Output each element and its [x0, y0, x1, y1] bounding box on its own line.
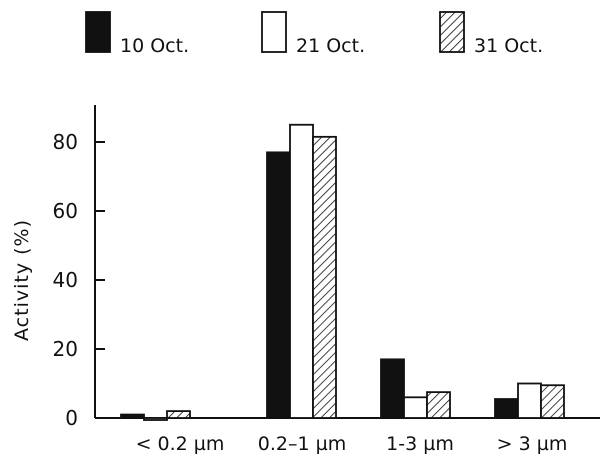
legend-label-1: 10 Oct. [120, 35, 189, 57]
bar-3-1 [166, 410, 191, 419]
bar-1-4 [494, 398, 519, 419]
x-category-label: 1-3 µm [386, 433, 454, 455]
x-category-label: 0.2–1 µm [258, 433, 346, 455]
y-tick-label: 40 [53, 268, 78, 292]
bars [120, 123, 565, 421]
legend-label-3: 31 Oct. [474, 35, 543, 57]
bar-2-3 [403, 396, 428, 419]
legend-label-2: 21 Oct. [296, 35, 365, 57]
legend-swatch-1 [85, 11, 111, 53]
bar-2-2 [289, 123, 314, 419]
x-category-labels: < 0.2 µm 0.2–1 µm 1-3 µm > 3 µm [136, 433, 568, 455]
bar-1-2 [266, 151, 291, 419]
bar-2-1 [143, 417, 168, 421]
y-ticks: 0 20 40 60 80 [53, 130, 105, 430]
bar-1-1 [120, 413, 145, 419]
bar-3-3 [426, 391, 451, 419]
legend-swatch-2 [261, 11, 287, 53]
bar-2-4 [517, 382, 542, 419]
x-category-label: < 0.2 µm [136, 433, 225, 455]
y-tick-label: 0 [65, 406, 78, 430]
legend-swatch-3 [439, 11, 465, 53]
y-axis-title: Activity (%) [11, 219, 33, 341]
legend: 10 Oct. 21 Oct. 31 Oct. [85, 11, 543, 57]
x-category-label: > 3 µm [497, 433, 568, 455]
bar-1-3 [380, 358, 405, 419]
y-tick-label: 80 [53, 130, 78, 154]
bar-3-2 [312, 135, 337, 419]
bar-3-4 [540, 384, 565, 419]
y-tick-label: 20 [53, 337, 78, 361]
y-tick-label: 60 [53, 199, 78, 223]
